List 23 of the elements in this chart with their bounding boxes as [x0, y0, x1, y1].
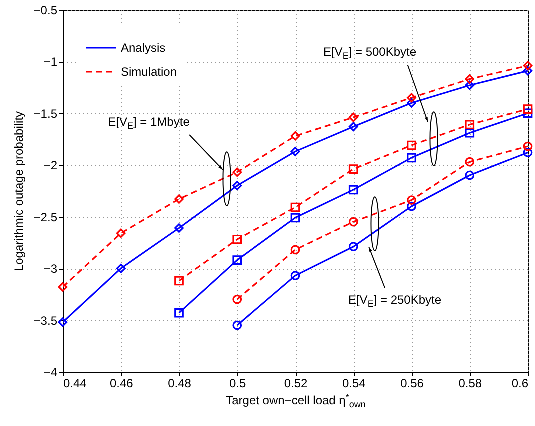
y-tick-label: −2: [44, 158, 58, 173]
annotation: E[V$_{E}$] = 1Mbyte: [108, 115, 190, 131]
y-tick-label: −0.5: [34, 4, 58, 18]
y-tick-label: −2.5: [34, 210, 58, 224]
x-tick-label: 0.44: [64, 376, 88, 390]
x-tick-label: 0.52: [284, 376, 308, 390]
y-tick-label: −4: [44, 366, 58, 380]
x-tick-label: 0.58: [458, 376, 482, 390]
annotation: E[V$_{E}$] = 500Kbyte: [323, 45, 417, 61]
y-tick-label: −1.5: [34, 106, 58, 121]
x-tick-label: 0.5: [230, 376, 247, 390]
x-tick-label: 0.56: [400, 376, 424, 390]
y-tick-label: −3: [44, 262, 58, 276]
x-tick-label: 0.6: [512, 376, 529, 390]
y-axis-title: Logarithmic outage probability: [12, 111, 26, 272]
x-tick-label: 0.48: [168, 376, 192, 390]
y-tick-label: −1: [44, 55, 58, 70]
x-tick-label: 0.46: [110, 376, 134, 390]
legend-label: Simulation: [121, 65, 178, 79]
annotation: E[V$_{E}$] = 250Kbyte: [348, 293, 442, 309]
x-tick-label: 0.54: [342, 376, 366, 390]
y-tick-label: −3.5: [34, 314, 58, 328]
legend-label: Analysis: [121, 41, 166, 55]
